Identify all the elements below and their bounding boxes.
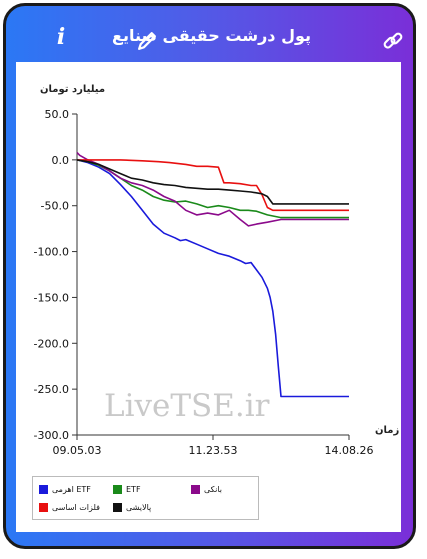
y-axis-label: میلیارد تومان xyxy=(40,84,106,95)
legend-item: بانکی xyxy=(191,485,222,494)
legend-label: بانکی xyxy=(204,485,222,494)
series-line-4 xyxy=(77,159,349,212)
watermark: LiveTSE.ir xyxy=(104,388,270,424)
y-tick-label: 50.0 xyxy=(45,108,70,121)
pencil-icon[interactable] xyxy=(136,30,158,52)
legend-label: پالایشی xyxy=(126,503,152,512)
legend-label: اهرمی ETF xyxy=(52,485,91,494)
link-icon[interactable] xyxy=(382,30,404,52)
series-line-1 xyxy=(76,159,349,398)
y-tick-label: -50.0 xyxy=(41,200,69,213)
y-tick-label: -250.0 xyxy=(34,383,69,396)
legend-label: فلزات اساسی xyxy=(52,503,100,512)
series-line-3 xyxy=(76,151,349,227)
y-tick-label: 0.0 xyxy=(52,154,70,167)
legend-swatch xyxy=(39,503,48,512)
series-line-5 xyxy=(76,159,349,205)
y-tick-label: -100.0 xyxy=(34,246,69,259)
legend-swatch xyxy=(113,503,122,512)
legend-swatch xyxy=(39,485,48,494)
info-icon[interactable]: i xyxy=(56,24,66,50)
page-title: پول درشت حقیقی صنایع xyxy=(112,26,311,45)
title-bar: i پول درشت حقیقی صنایع xyxy=(16,18,404,58)
y-tick-label: -150.0 xyxy=(34,291,69,304)
legend-item: ETF xyxy=(113,485,141,494)
legend-swatch xyxy=(113,485,122,494)
legend-item: پالایشی xyxy=(113,503,151,512)
x-tick-label: 09.05.03 xyxy=(53,444,102,457)
chart-legend: اهرمی ETF ETF بانکی فلزات اساسی پالایشی xyxy=(32,476,259,520)
legend-item: اهرمی ETF xyxy=(39,485,91,494)
chart-card xyxy=(16,62,401,532)
y-tick-label: -300.0 xyxy=(34,429,69,442)
x-axis-label: زمان xyxy=(375,425,400,436)
x-tick-label: 11.23.53 xyxy=(189,444,238,457)
legend-label: ETF xyxy=(126,485,141,494)
legend-swatch xyxy=(191,485,200,494)
legend-item: فلزات اساسی xyxy=(39,503,100,512)
y-tick-label: -200.0 xyxy=(34,337,69,350)
x-tick-label: 14.08.26 xyxy=(325,444,374,457)
